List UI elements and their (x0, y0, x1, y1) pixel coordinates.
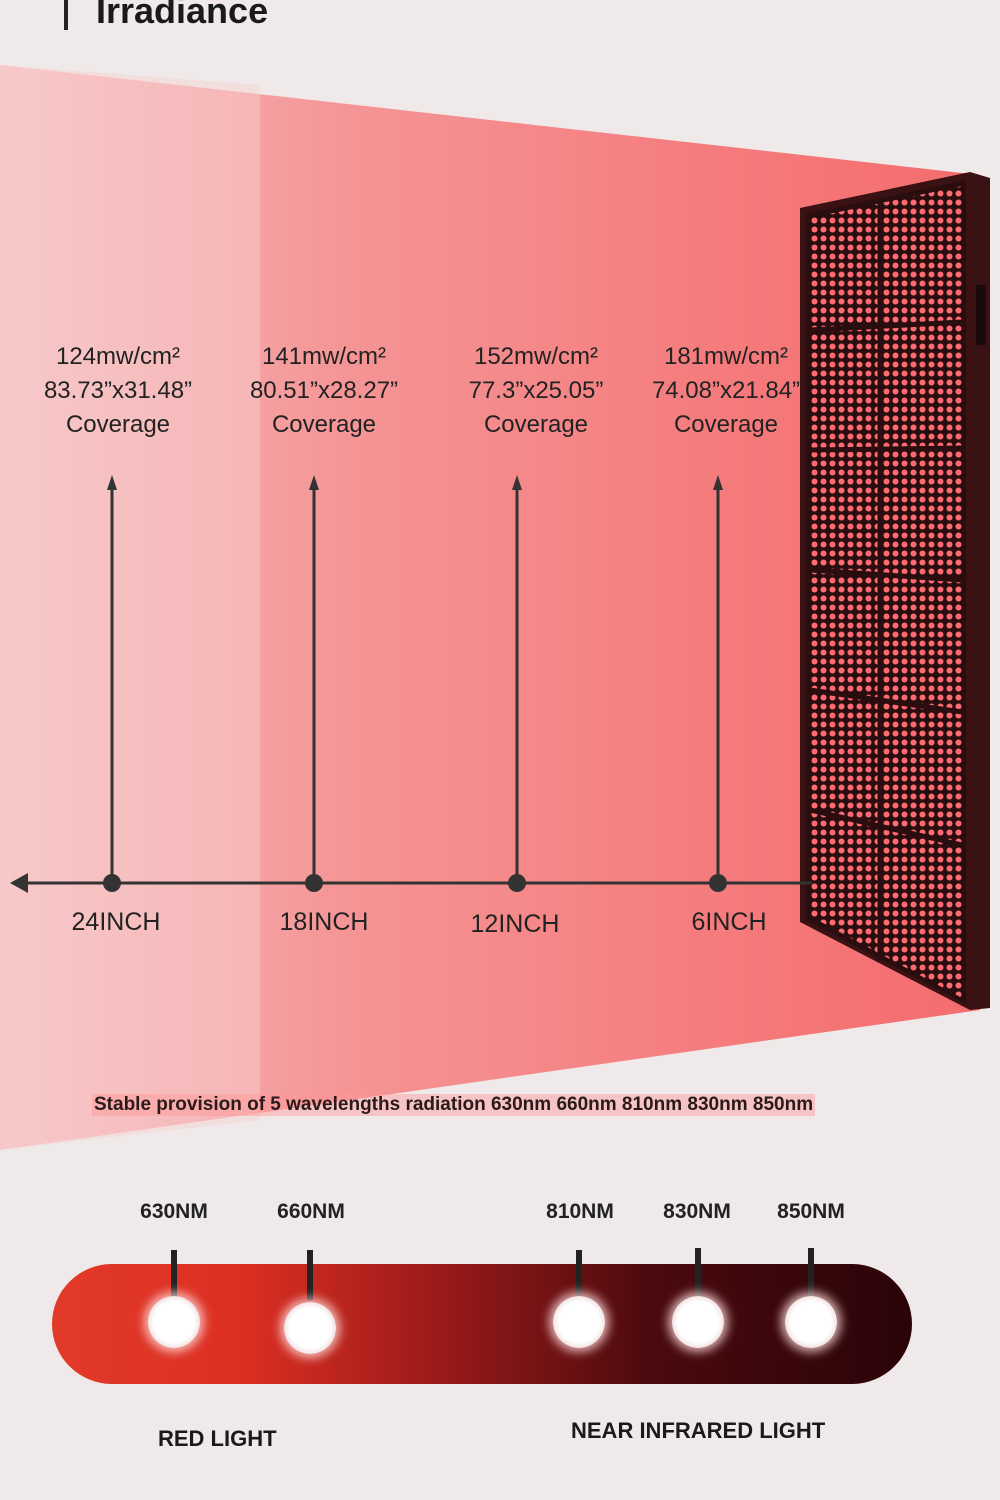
irradiance-value: 152mw/cm² (473, 343, 599, 370)
axis-arrow-icon (10, 873, 28, 893)
coverage-size: 74.08”x21.84” (651, 377, 801, 404)
wavelength-label-810: 810NM (546, 1200, 614, 1223)
coverage-size: 77.3”x25.05” (468, 377, 604, 404)
coverage-label-6in: 181mw/cm² 74.08”x21.84” Coverage (626, 340, 826, 442)
wavelength-stem (307, 1250, 313, 1300)
wavelength-stem (808, 1248, 814, 1298)
coverage-arrows (103, 475, 727, 892)
led-810-icon (553, 1296, 605, 1348)
coverage-size: 83.73”x31.48” (43, 377, 193, 404)
near-infrared-label: NEAR INFRARED LIGHT (571, 1418, 826, 1443)
led-660-icon (284, 1302, 336, 1354)
title-bar (64, 0, 68, 30)
wavelength-note: Stable provision of 5 wavelengths radiat… (92, 1094, 816, 1116)
wavelength-label-830: 830NM (663, 1200, 731, 1223)
coverage-size: 80.51”x28.27” (249, 377, 399, 404)
distance-label: 12INCH (470, 910, 560, 938)
led-850-icon (785, 1296, 837, 1348)
wavelength-stem (576, 1250, 582, 1300)
coverage-caption: Coverage (271, 411, 377, 438)
irradiance-value: 124mw/cm² (55, 343, 181, 370)
led-830-icon (672, 1296, 724, 1348)
red-light-label: RED LIGHT (158, 1426, 277, 1451)
distance-label: 18INCH (279, 908, 369, 936)
wavelength-label-660: 660NM (277, 1200, 345, 1223)
wavelength-label-850: 850NM (777, 1200, 845, 1223)
coverage-label-18in: 141mw/cm² 80.51”x28.27” Coverage (224, 340, 424, 442)
led-panel (800, 172, 990, 1010)
coverage-label-24in: 124mw/cm² 83.73”x31.48” Coverage (18, 340, 218, 442)
distance-label: 6INCH (691, 908, 767, 936)
distance-label: 24INCH (71, 908, 161, 936)
irradiance-value: 141mw/cm² (261, 343, 387, 370)
led-630-icon (148, 1296, 200, 1348)
coverage-caption: Coverage (65, 411, 171, 438)
page-title: Irradiance (96, 0, 269, 31)
coverage-caption: Coverage (483, 411, 589, 438)
coverage-caption: Coverage (673, 411, 779, 438)
wavelength-stem (695, 1248, 701, 1298)
wavelength-stem (171, 1250, 177, 1300)
coverage-label-12in: 152mw/cm² 77.3”x25.05” Coverage (436, 340, 636, 442)
wavelength-label-630: 630NM (140, 1200, 208, 1223)
irradiance-value: 181mw/cm² (663, 343, 789, 370)
